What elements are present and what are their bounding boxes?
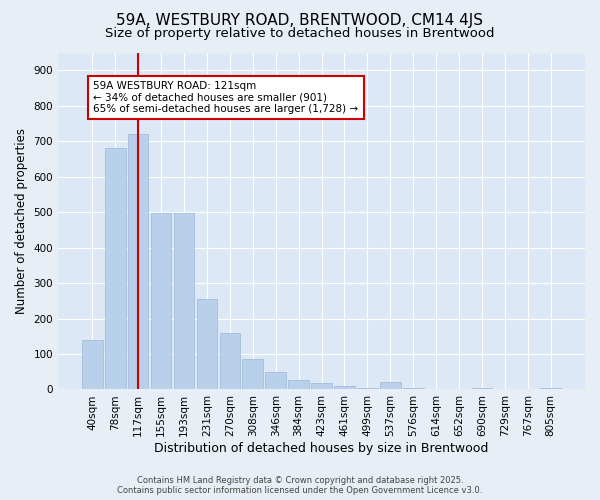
Bar bbox=[151, 213, 172, 390]
Bar bbox=[105, 148, 125, 390]
Bar bbox=[403, 388, 424, 390]
Bar bbox=[472, 388, 492, 390]
Bar bbox=[288, 380, 309, 390]
X-axis label: Distribution of detached houses by size in Brentwood: Distribution of detached houses by size … bbox=[154, 442, 489, 455]
Bar bbox=[242, 360, 263, 390]
Bar bbox=[357, 388, 377, 390]
Bar bbox=[265, 372, 286, 390]
Text: Size of property relative to detached houses in Brentwood: Size of property relative to detached ho… bbox=[105, 28, 495, 40]
Bar bbox=[82, 340, 103, 390]
Bar bbox=[426, 388, 446, 390]
Bar bbox=[173, 213, 194, 390]
Bar bbox=[380, 382, 401, 390]
Y-axis label: Number of detached properties: Number of detached properties bbox=[15, 128, 28, 314]
Text: 59A WESTBURY ROAD: 121sqm
← 34% of detached houses are smaller (901)
65% of semi: 59A WESTBURY ROAD: 121sqm ← 34% of detac… bbox=[94, 81, 359, 114]
Bar bbox=[220, 334, 240, 390]
Bar bbox=[311, 383, 332, 390]
Bar bbox=[541, 388, 561, 390]
Text: Contains HM Land Registry data © Crown copyright and database right 2025.
Contai: Contains HM Land Registry data © Crown c… bbox=[118, 476, 482, 495]
Text: 59A, WESTBURY ROAD, BRENTWOOD, CM14 4JS: 59A, WESTBURY ROAD, BRENTWOOD, CM14 4JS bbox=[116, 12, 484, 28]
Bar bbox=[197, 298, 217, 390]
Bar bbox=[128, 134, 148, 390]
Bar bbox=[334, 386, 355, 390]
